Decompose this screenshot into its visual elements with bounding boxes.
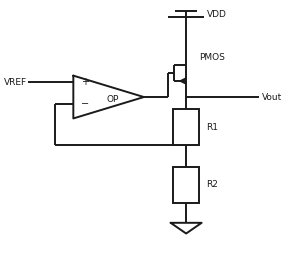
- Text: R2: R2: [206, 180, 218, 189]
- Text: PMOS: PMOS: [199, 53, 225, 62]
- Text: R1: R1: [206, 123, 218, 132]
- Text: −: −: [81, 99, 89, 109]
- Text: VDD: VDD: [207, 10, 227, 19]
- Text: OP: OP: [106, 95, 119, 104]
- Bar: [173, 167, 199, 203]
- Text: +: +: [81, 77, 88, 87]
- Bar: [173, 109, 199, 145]
- Text: Vout: Vout: [262, 93, 283, 101]
- Text: VREF: VREF: [4, 78, 27, 87]
